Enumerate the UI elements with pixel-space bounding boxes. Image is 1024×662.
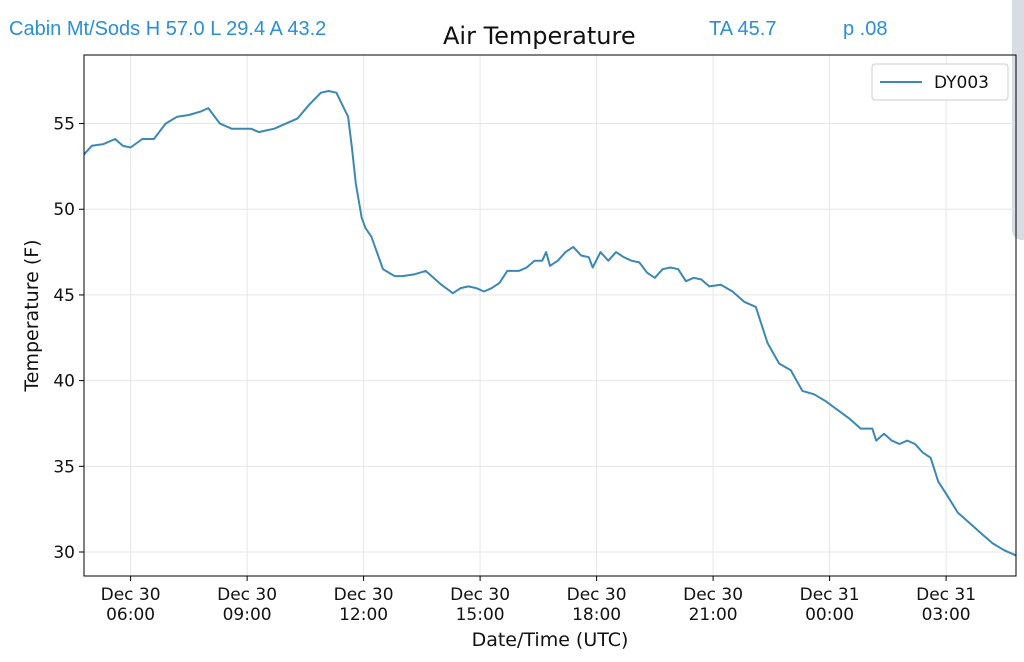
- x-tick-label-time: 18:00: [572, 605, 621, 625]
- legend-entry-label: DY003: [934, 73, 989, 93]
- ta-value: TA 45.7: [709, 18, 777, 40]
- x-tick-label-time: 15:00: [456, 605, 505, 625]
- x-tick-label-time: 06:00: [106, 605, 155, 625]
- x-tick-label-time: 09:00: [223, 605, 272, 625]
- x-tick-label-time: 21:00: [689, 605, 738, 625]
- x-tick-label-time: 00:00: [805, 605, 854, 625]
- y-tick-label: 30: [53, 543, 75, 563]
- y-tick-label: 40: [53, 372, 75, 392]
- series-layer: [83, 90, 1017, 557]
- x-tick-label-date: Dec 30: [101, 585, 161, 605]
- x-axis-label: Date/Time (UTC): [472, 629, 629, 651]
- x-tick-label-time: 12:00: [339, 605, 388, 625]
- p-value: p .08: [843, 18, 888, 40]
- y-tick-label: 45: [53, 286, 75, 306]
- x-tick-label-date: Dec 30: [450, 585, 510, 605]
- plot-frame: [83, 54, 1017, 577]
- legend: DY003: [871, 63, 1009, 101]
- x-tick-label-date: Dec 30: [683, 585, 743, 605]
- x-tick-label-date: Dec 31: [916, 585, 976, 605]
- y-axis-label: Temperature (F): [21, 239, 43, 392]
- y-tick-label: 50: [53, 200, 75, 220]
- station-summary: Cabin Mt/Sods H 57.0 L 29.4 A 43.2: [9, 18, 327, 40]
- series-line-dy003: [83, 90, 1017, 557]
- legend-box: [871, 63, 1009, 101]
- chart-title: Air Temperature: [443, 22, 636, 50]
- scroll-handle[interactable]: [1012, 0, 1024, 240]
- x-tick-label-date: Dec 30: [217, 585, 277, 605]
- x-tick-label-time: 03:00: [922, 605, 971, 625]
- grid-lines: [84, 55, 1016, 576]
- x-tick-label-date: Dec 31: [800, 585, 860, 605]
- x-tick-label-date: Dec 30: [567, 585, 627, 605]
- y-tick-label: 35: [53, 457, 75, 477]
- x-tick-label-date: Dec 30: [334, 585, 394, 605]
- y-tick-label: 55: [53, 115, 75, 135]
